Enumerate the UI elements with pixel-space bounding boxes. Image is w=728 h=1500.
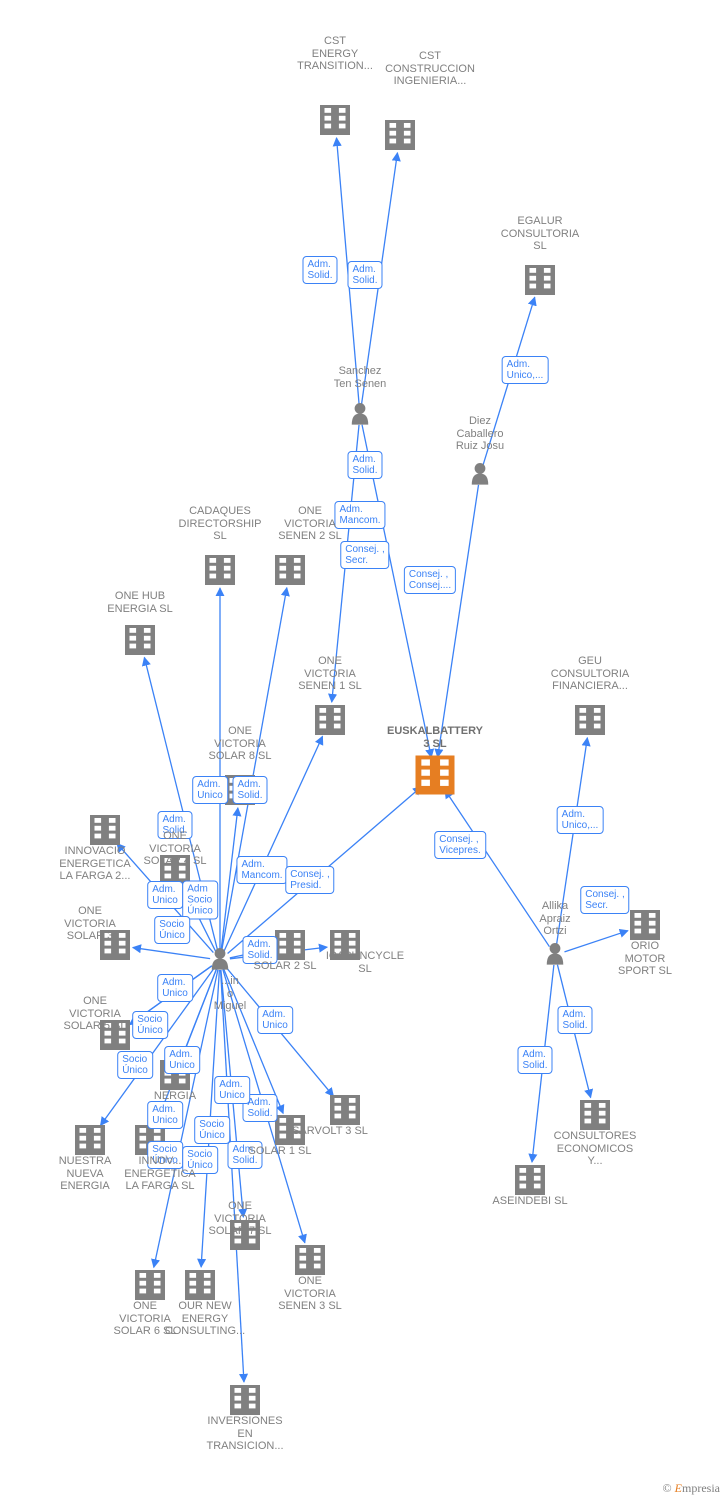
company-icon[interactable] <box>135 1125 165 1155</box>
edge <box>438 485 479 757</box>
edge <box>337 138 360 405</box>
company-icon[interactable] <box>330 1095 360 1125</box>
company-icon[interactable] <box>320 105 350 135</box>
company-icon[interactable] <box>525 265 555 295</box>
edge <box>556 738 587 945</box>
edge <box>154 970 218 1268</box>
company-icon[interactable] <box>515 1165 545 1195</box>
person-icon[interactable] <box>352 403 369 425</box>
network-graph <box>0 0 728 1500</box>
edge <box>183 886 215 951</box>
company-icon[interactable] <box>275 555 305 585</box>
person-icon[interactable] <box>212 948 229 970</box>
company-icon[interactable] <box>100 930 130 960</box>
company-icon[interactable] <box>275 930 305 960</box>
edge <box>226 968 333 1096</box>
edge <box>362 425 431 758</box>
edge <box>221 808 238 950</box>
company-icon[interactable] <box>185 1270 215 1300</box>
company-icon[interactable] <box>225 775 255 805</box>
company-icon[interactable] <box>125 625 155 655</box>
company-icon[interactable] <box>160 1060 190 1090</box>
copyright-label: © Empresia <box>663 1481 720 1496</box>
edge <box>557 965 590 1098</box>
company-icon[interactable] <box>100 1020 130 1050</box>
company-icon[interactable] <box>315 705 345 735</box>
company-icon[interactable] <box>295 1245 325 1275</box>
edge <box>130 966 212 1025</box>
company-icon[interactable] <box>330 930 360 960</box>
company-icon[interactable] <box>630 910 660 940</box>
edge <box>332 425 359 702</box>
company-icon[interactable] <box>230 1220 260 1250</box>
company-icon[interactable] <box>230 1385 260 1415</box>
company-icon[interactable] <box>580 1100 610 1130</box>
company-icon[interactable] <box>416 756 455 795</box>
edge <box>564 931 627 952</box>
edge <box>222 588 287 950</box>
company-icon[interactable] <box>75 1125 105 1155</box>
edge <box>224 736 322 951</box>
company-icon[interactable] <box>160 855 190 885</box>
company-icon[interactable] <box>205 555 235 585</box>
edge <box>157 969 217 1123</box>
edge <box>483 297 535 465</box>
edge <box>532 965 554 1162</box>
company-icon[interactable] <box>135 1270 165 1300</box>
edge <box>144 657 217 950</box>
edge <box>361 153 397 405</box>
company-icon[interactable] <box>90 815 120 845</box>
edge <box>228 787 422 954</box>
edge <box>445 790 549 947</box>
edge <box>221 970 244 1382</box>
company-icon[interactable] <box>575 705 605 735</box>
company-icon[interactable] <box>275 1115 305 1145</box>
company-icon[interactable] <box>385 120 415 150</box>
edge <box>223 970 305 1243</box>
person-icon[interactable] <box>472 463 489 485</box>
edge <box>201 970 219 1267</box>
edge <box>133 948 210 959</box>
edge <box>224 969 283 1113</box>
